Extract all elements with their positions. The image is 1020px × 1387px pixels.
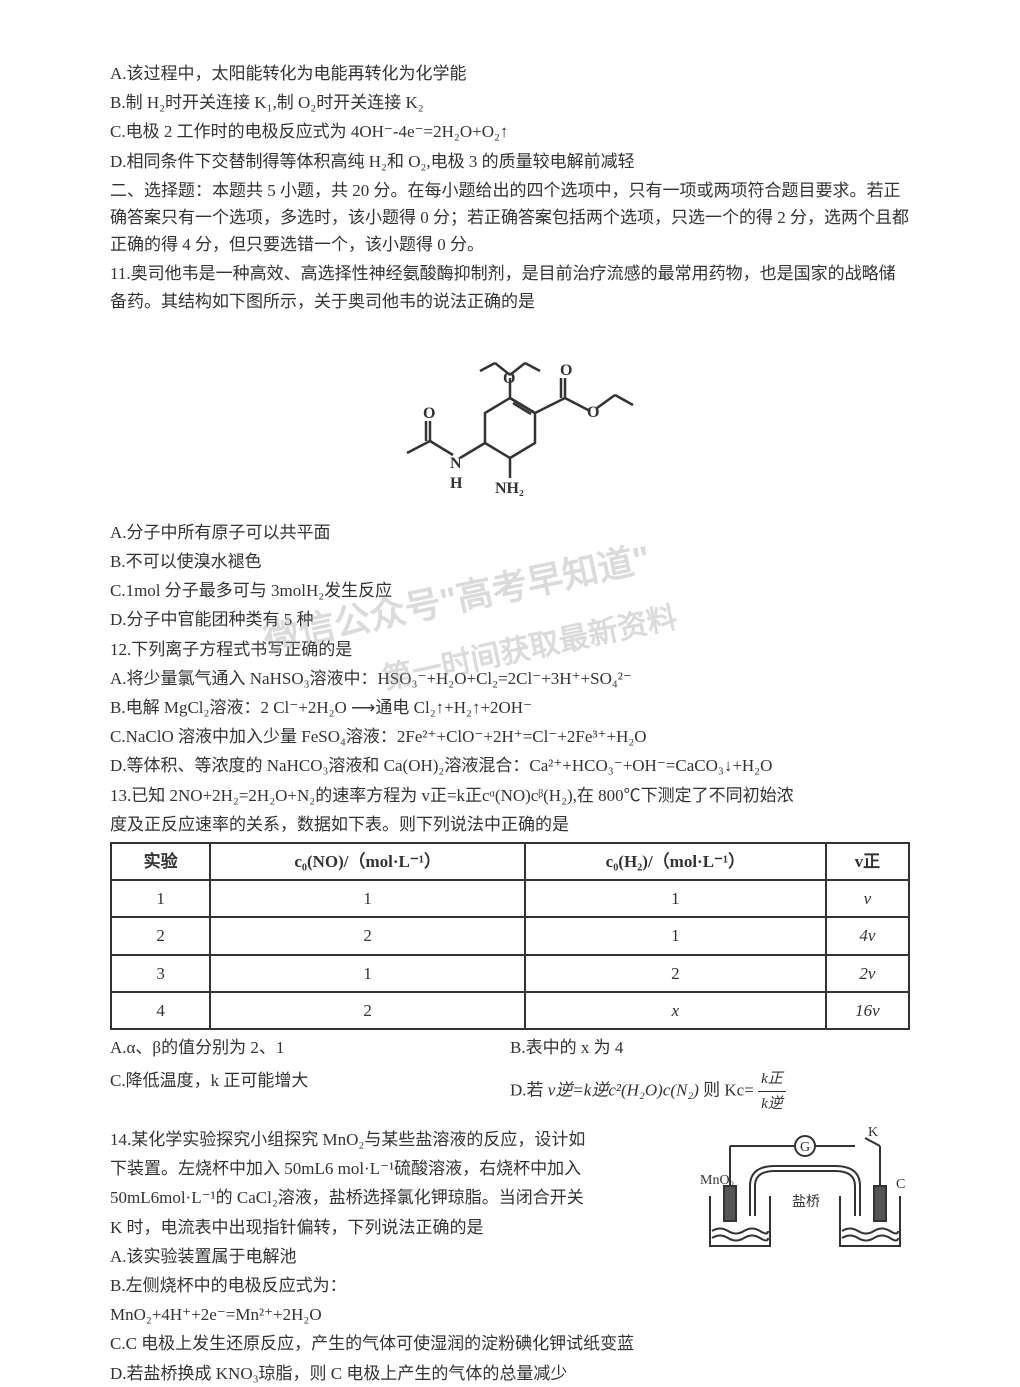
- table-header: v正: [826, 843, 909, 880]
- svg-text:H: H: [450, 475, 463, 492]
- q14-option-b2: MnO₂+4H⁺+2e⁻=Mn²⁺+2H₂O: [110, 1301, 910, 1328]
- q10-option-b: B.制 H₂时开关连接 K₁,制 O₂时开关连接 K₂: [110, 89, 910, 116]
- q12-option-a: A.将少量氯气通入 NaHSO₃溶液中：HSO₃⁻+H₂O+Cl₂=2Cl⁻+3…: [110, 665, 910, 692]
- q13-option-d: D.若 v逆=k逆c²(H₂O)c(N₂) 则 Kc= k正 k逆: [510, 1067, 910, 1116]
- q13-option-c: C.降低温度，k 正可能增大: [110, 1067, 510, 1116]
- q14-option-d: D.若盐桥换成 KNO₃琼脂，则 C 电极上产生的气体的总量减少: [110, 1360, 910, 1387]
- table-cell: 2: [210, 917, 525, 954]
- q13-options-row1: A.α、β的值分别为 2、1 B.表中的 x 为 4: [110, 1034, 910, 1061]
- table-header: c₀(H₂)/（mol·L⁻¹）: [525, 843, 826, 880]
- table-row: 1 1 1 v: [111, 880, 909, 917]
- fraction-numerator: k正: [758, 1067, 786, 1092]
- g-label: G: [800, 1140, 810, 1155]
- q10-option-a: A.该过程中，太阳能转化为电能再转化为化学能: [110, 60, 910, 87]
- svg-text:O: O: [503, 370, 515, 387]
- q13-stem2: 度及正反应速率的关系，数据如下表。则下列说法中正确的是: [110, 811, 910, 838]
- mno2-label: MnO₂: [700, 1173, 735, 1188]
- q14-option-b: B.左侧烧杯中的电极反应式为：: [110, 1272, 910, 1299]
- svg-text:O: O: [587, 404, 599, 421]
- c-label: C: [896, 1177, 905, 1192]
- q13-optd-suffix: 则 Kc=: [703, 1080, 754, 1099]
- q13-optd-prefix: D.若: [510, 1080, 548, 1099]
- section2-header: 二、选择题：本题共 5 小题，共 20 分。在每小题给出的四个选项中，只有一项或…: [110, 177, 910, 259]
- q11-option-c: C.1mol 分子最多可与 3molH₂发生反应: [110, 577, 910, 604]
- k-label: K: [868, 1125, 878, 1140]
- q14-option-c: C.C 电极上发生还原反应，产生的气体可使湿润的淀粉碘化钾试纸变蓝: [110, 1330, 910, 1357]
- table-cell: x: [525, 992, 826, 1029]
- table-cell: 1: [210, 880, 525, 917]
- fraction-icon: k正 k逆: [758, 1067, 786, 1116]
- q11-stem: 11.奥司他韦是一种高效、高选择性神经氨酸酶抑制剂，是目前治疗流感的最常用药物，…: [110, 260, 910, 314]
- svg-text:N: N: [450, 455, 462, 472]
- table-cell: 1: [210, 955, 525, 992]
- table-header: c₀(NO)/（mol·L⁻¹）: [210, 843, 525, 880]
- table-cell: 2: [210, 992, 525, 1029]
- q12-option-b: B.电解 MgCl₂溶液：2 Cl⁻+2H₂O ⟶通电 Cl₂↑+H₂↑+2OH…: [110, 694, 910, 721]
- q11-option-d: D.分子中官能团种类有 5 种: [110, 606, 910, 633]
- table-cell: 3: [111, 955, 210, 992]
- q13-stem1: 13.已知 2NO+2H₂=2H₂O+N₂的速率方程为 v正=k正cᵅ(NO)c…: [110, 782, 910, 809]
- table-cell: 1: [525, 917, 826, 954]
- table-cell: 2: [525, 955, 826, 992]
- fraction-denominator: k逆: [758, 1092, 786, 1116]
- q13-options-row2: C.降低温度，k 正可能增大 D.若 v逆=k逆c²(H₂O)c(N₂) 则 K…: [110, 1067, 910, 1116]
- table-cell: 2: [111, 917, 210, 954]
- q11-option-a: A.分子中所有原子可以共平面: [110, 519, 910, 546]
- q12-stem: 12.下列离子方程式书写正确的是: [110, 636, 910, 663]
- table-header-row: 实验 c₀(NO)/（mol·L⁻¹） c₀(H₂)/（mol·L⁻¹） v正: [111, 843, 909, 880]
- bridge-label: 盐桥: [792, 1194, 820, 1210]
- molecule-diagram: O O O O N H NH₂: [110, 323, 910, 511]
- q10-option-d: D.相同条件下交替制得等体积高纯 H₂和 O₂,电极 3 的质量较电解前减轻: [110, 148, 910, 175]
- table-cell: v: [826, 880, 909, 917]
- q13-option-b: B.表中的 x 为 4: [510, 1034, 910, 1061]
- svg-text:NH₂: NH₂: [495, 480, 524, 497]
- table-cell: 16v: [826, 992, 909, 1029]
- q10-option-c: C.电极 2 工作时的电极反应式为 4OH⁻-4e⁻=2H₂O+O₂↑: [110, 118, 910, 145]
- table-cell: 4: [111, 992, 210, 1029]
- table-row: 2 2 1 4v: [111, 917, 909, 954]
- table-cell: 2v: [826, 955, 909, 992]
- svg-text:O: O: [423, 405, 435, 422]
- table-row: 4 2 x 16v: [111, 992, 909, 1029]
- table-cell: 4v: [826, 917, 909, 954]
- table-row: 3 1 2 2v: [111, 955, 909, 992]
- table-header: 实验: [111, 843, 210, 880]
- svg-text:O: O: [560, 362, 572, 379]
- q13-data-table: 实验 c₀(NO)/（mol·L⁻¹） c₀(H₂)/（mol·L⁻¹） v正 …: [110, 842, 910, 1030]
- q12-option-c: C.NaClO 溶液中加入少量 FeSO₄溶液：2Fe²⁺+ClO⁻+2H⁺=C…: [110, 723, 910, 750]
- q13-option-a: A.α、β的值分别为 2、1: [110, 1034, 510, 1061]
- table-cell: 1: [525, 880, 826, 917]
- q12-option-d: D.等体积、等浓度的 NaHCO₃溶液和 Ca(OH)₂溶液混合：Ca²⁺+HC…: [110, 752, 910, 779]
- q11-option-b: B.不可以使溴水褪色: [110, 548, 910, 575]
- q13-optd-mid: v逆=k逆c²(H₂O)c(N₂): [548, 1080, 699, 1099]
- circuit-diagram: MnO₂ 盐桥 C K G: [700, 1116, 910, 1274]
- table-cell: 1: [111, 880, 210, 917]
